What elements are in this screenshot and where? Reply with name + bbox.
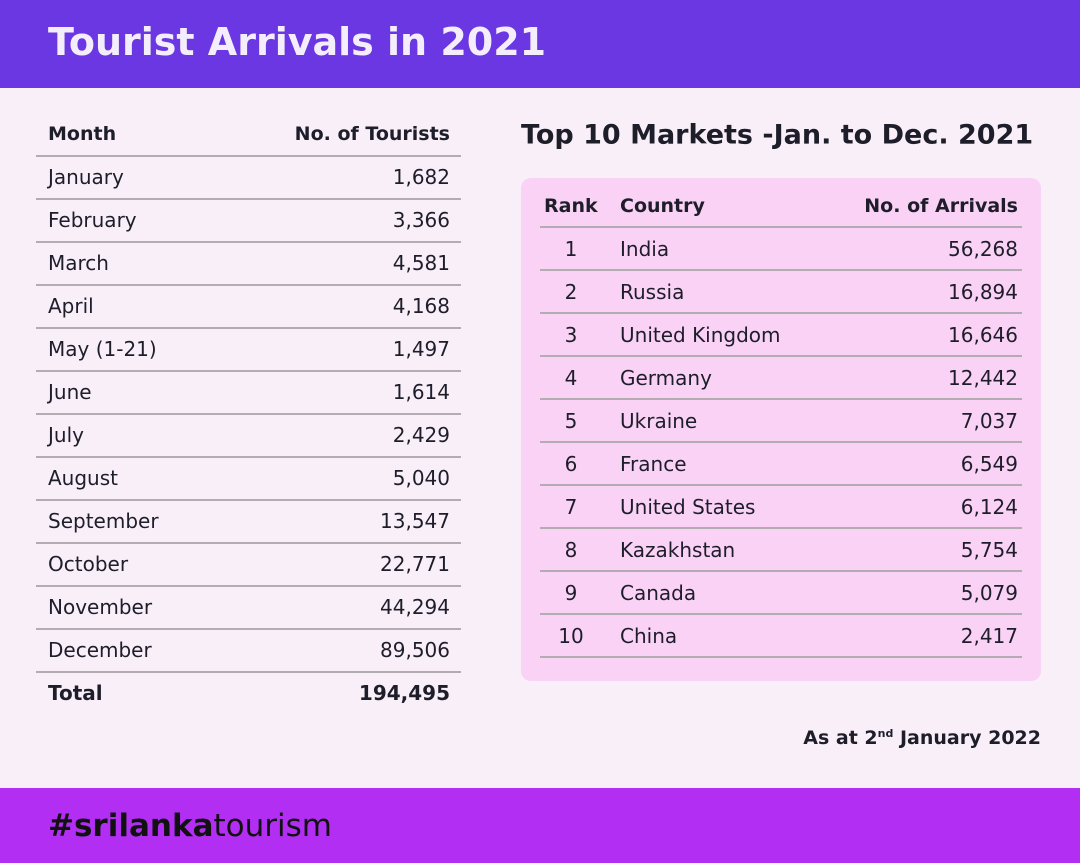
row-divider bbox=[540, 441, 1022, 443]
row-divider bbox=[36, 327, 461, 329]
country: United States bbox=[620, 495, 756, 519]
tourists: 44,294 bbox=[380, 595, 450, 619]
row-divider bbox=[540, 613, 1022, 615]
markets-panel bbox=[521, 178, 1041, 681]
rank: 9 bbox=[564, 581, 578, 605]
month: March bbox=[48, 251, 109, 275]
column-header: Month bbox=[48, 123, 117, 145]
tourists: 2,429 bbox=[392, 423, 450, 447]
footer-bar: #srilankatourism bbox=[0, 788, 1080, 863]
rank: 3 bbox=[564, 323, 578, 347]
row-divider bbox=[36, 542, 461, 544]
row-divider bbox=[36, 628, 461, 630]
row-divider bbox=[36, 671, 461, 673]
tourists: 22,771 bbox=[380, 552, 450, 576]
month: May (1-21) bbox=[48, 337, 157, 361]
arrivals: 5,754 bbox=[960, 538, 1018, 562]
tourists: 4,168 bbox=[392, 294, 450, 318]
markets-title: Top 10 Markets -Jan. to Dec. 2021 bbox=[521, 119, 1034, 151]
arrivals: 16,894 bbox=[948, 280, 1018, 304]
month: July bbox=[48, 423, 84, 447]
rank: 6 bbox=[564, 452, 578, 476]
column-header: Rank bbox=[544, 195, 598, 217]
arrivals: 12,442 bbox=[948, 366, 1018, 390]
tourists: 4,581 bbox=[392, 251, 450, 275]
row-divider bbox=[540, 656, 1022, 658]
month: November bbox=[48, 595, 153, 619]
note-text: As at 2 bbox=[803, 727, 878, 750]
arrivals: 2,417 bbox=[960, 624, 1018, 648]
rank: 4 bbox=[564, 366, 578, 390]
column-header: No. of Arrivals bbox=[864, 195, 1018, 217]
tourists: 5,040 bbox=[392, 466, 450, 490]
rank: 5 bbox=[564, 409, 578, 433]
country: China bbox=[620, 624, 678, 648]
row-divider bbox=[540, 484, 1022, 486]
row-divider bbox=[36, 456, 461, 458]
row-divider bbox=[36, 370, 461, 372]
country: India bbox=[620, 237, 670, 261]
row-divider bbox=[36, 413, 461, 415]
arrivals: 5,079 bbox=[960, 581, 1018, 605]
row-divider bbox=[540, 570, 1022, 572]
arrivals: 6,124 bbox=[960, 495, 1018, 519]
column-header: Country bbox=[620, 195, 705, 217]
month: September bbox=[48, 509, 159, 533]
month: December bbox=[48, 638, 152, 662]
hashtag-bold: #srilanka bbox=[48, 808, 214, 844]
row-divider bbox=[36, 585, 461, 587]
hashtag-light: tourism bbox=[213, 808, 332, 844]
rank: 8 bbox=[564, 538, 578, 562]
month: August bbox=[48, 466, 118, 490]
month: October bbox=[48, 552, 129, 576]
month: February bbox=[48, 208, 137, 232]
total-label: Total bbox=[48, 681, 103, 705]
row-divider bbox=[36, 155, 461, 157]
row-divider bbox=[540, 398, 1022, 400]
row-divider bbox=[36, 284, 461, 286]
tourists: 3,366 bbox=[392, 208, 450, 232]
arrivals: 7,037 bbox=[960, 409, 1018, 433]
arrivals: 56,268 bbox=[948, 237, 1018, 261]
tourists: 89,506 bbox=[380, 638, 450, 662]
country: Ukraine bbox=[620, 409, 698, 433]
arrivals: 16,646 bbox=[948, 323, 1018, 347]
country: United Kingdom bbox=[620, 323, 781, 347]
note: As at 2nd January 2022 bbox=[803, 727, 1041, 749]
country: Kazakhstan bbox=[620, 538, 736, 562]
month: April bbox=[48, 294, 94, 318]
month: January bbox=[48, 165, 124, 189]
tourists: 1,682 bbox=[392, 165, 450, 189]
row-divider bbox=[540, 269, 1022, 271]
column-header: No. of Tourists bbox=[294, 123, 450, 145]
total-value: 194,495 bbox=[358, 681, 450, 705]
rank: 7 bbox=[564, 495, 578, 519]
note-text: January 2022 bbox=[893, 727, 1041, 750]
title: Tourist Arrivals in 2021 bbox=[48, 20, 547, 64]
tourists: 13,547 bbox=[380, 509, 450, 533]
country: France bbox=[620, 452, 687, 476]
arrivals: 6,549 bbox=[960, 452, 1018, 476]
row-divider bbox=[540, 527, 1022, 529]
rank: 2 bbox=[564, 280, 578, 304]
note-sup: nd bbox=[877, 726, 894, 740]
tourists: 1,497 bbox=[392, 337, 450, 361]
rank: 1 bbox=[564, 237, 578, 261]
row-divider bbox=[540, 312, 1022, 314]
header-bar: Tourist Arrivals in 2021 bbox=[0, 0, 1080, 88]
row-divider bbox=[36, 198, 461, 200]
rank: 10 bbox=[558, 624, 584, 648]
month: June bbox=[48, 380, 92, 404]
country: Germany bbox=[620, 366, 712, 390]
country: Canada bbox=[620, 581, 697, 605]
country: Russia bbox=[620, 280, 685, 304]
row-divider bbox=[36, 241, 461, 243]
row-divider bbox=[540, 226, 1022, 228]
tourists: 1,614 bbox=[392, 380, 450, 404]
row-divider bbox=[36, 499, 461, 501]
hashtag: #srilankatourism bbox=[48, 808, 332, 844]
row-divider bbox=[540, 355, 1022, 357]
